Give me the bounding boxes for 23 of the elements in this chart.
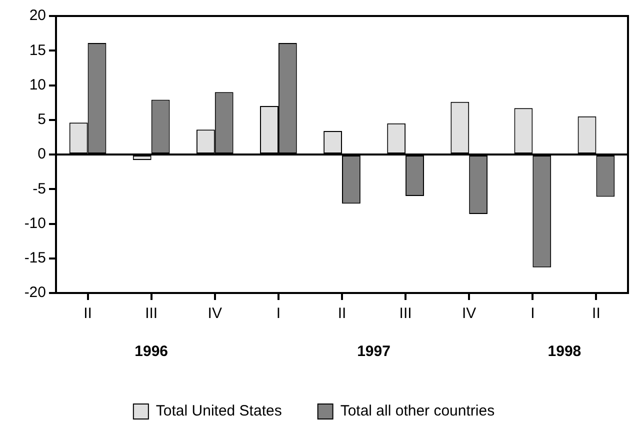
x-tick-label: I [276,305,281,322]
y-tick-label: -20 [24,284,46,302]
x-tick-label: I [530,305,535,322]
y-tick-label: -5 [32,180,46,198]
text: 1996 [134,343,168,360]
x-tick-label: IV [208,305,222,322]
text: 1998 [548,343,582,360]
x-tick-label: IV [462,305,476,322]
text: 1997 [357,343,390,360]
legend-label: Total all other countries [340,402,495,420]
y-tick-label: 5 [38,111,46,128]
x-tick-label: III [145,305,158,322]
y-tick-label: -10 [24,214,46,232]
y-tick-label: 0 [38,146,46,163]
y-tick-label: -15 [24,250,46,267]
x-tick-label: II [592,305,600,322]
x-tick-label: III [399,305,412,322]
x-tick-label: II [338,305,346,322]
x-tick-label: II [84,305,92,322]
y-tick-label: 10 [29,76,46,94]
legend-label: Total United States [156,402,282,420]
y-tick-label: 15 [29,42,46,59]
y-tick-label: 20 [29,7,46,24]
